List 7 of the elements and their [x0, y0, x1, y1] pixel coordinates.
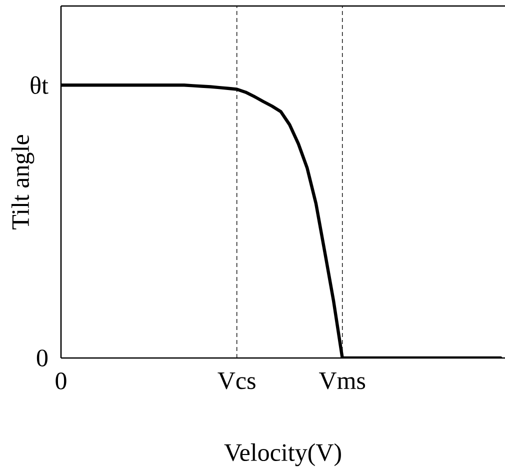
x-tick-label: Vcs [218, 372, 256, 390]
text: θt [30, 76, 48, 94]
x-tick-label: 0 [56, 372, 66, 390]
y-axis-title: Tilt angle [11, 135, 34, 230]
text: 0 [36, 350, 48, 366]
x-tick-label: Vms [319, 372, 366, 390]
x-axis-title: Velocity(V) [224, 443, 341, 466]
